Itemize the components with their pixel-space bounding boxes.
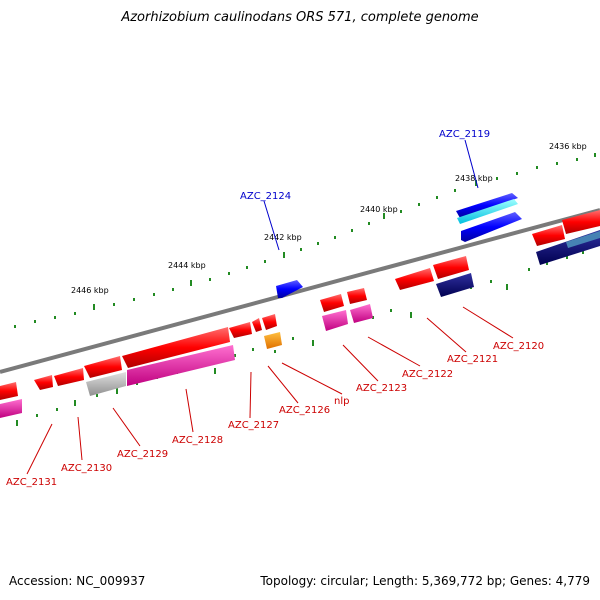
gene-right-steel <box>566 231 600 248</box>
gene-azc-2121 <box>395 268 434 290</box>
gene-azc-2120-navy <box>436 273 474 297</box>
label-azc-2127[interactable]: AZC_2127 <box>228 420 279 431</box>
gene-nlp-red-b <box>262 314 277 330</box>
label-azc-2128[interactable]: AZC_2128 <box>172 435 223 446</box>
gene-azc-2129-gray <box>86 372 126 396</box>
gene-azc-2119-top <box>456 193 518 218</box>
tick-label-2436: 2436 kbp <box>549 142 587 151</box>
tick-label-2446: 2446 kbp <box>71 286 109 295</box>
gene-azc-2131-lower <box>0 399 22 418</box>
gene-azc-2119-cyan <box>457 199 518 224</box>
reverse-genes[interactable] <box>0 210 600 418</box>
reverse-labels <box>26 306 514 475</box>
gene-right-red-a <box>532 225 565 246</box>
genome-backbone <box>0 208 600 374</box>
genome-summary-text: Topology: circular; Length: 5,369,772 bp… <box>260 574 590 588</box>
gene-nlp-orange <box>264 332 282 349</box>
gene-right-red-b <box>562 210 600 234</box>
tick-label-2444: 2444 kbp <box>168 261 206 270</box>
forward-genes[interactable] <box>276 193 522 298</box>
tick-label-2438: 2438 kbp <box>455 174 493 183</box>
label-azc-2121[interactable]: AZC_2121 <box>447 354 498 365</box>
gene-azc-2128-pink <box>127 345 235 386</box>
label-azc-2124[interactable]: AZC_2124 <box>240 191 291 202</box>
gene-azc-2122-pink <box>350 304 373 323</box>
gene-azc-2126-red <box>229 322 252 338</box>
label-nlp[interactable]: nlp <box>334 396 349 407</box>
label-azc-2131[interactable]: AZC_2131 <box>6 477 57 488</box>
accession-text: Accession: NC_009937 <box>9 574 146 588</box>
inner-tick-ring <box>16 248 584 426</box>
label-azc-2119[interactable]: AZC_2119 <box>439 129 490 140</box>
tick-label-2440: 2440 kbp <box>360 205 398 214</box>
label-azc-2126[interactable]: AZC_2126 <box>279 405 330 416</box>
gene-azc-2122-red <box>347 288 367 304</box>
tick-label-2442: 2442 kbp <box>264 233 302 242</box>
gene-nlp-red-a <box>252 318 262 332</box>
gene-azc-2129 <box>54 368 84 386</box>
gene-azc-2123-red <box>320 294 344 312</box>
forward-labels <box>263 139 479 251</box>
gene-azc-2131 <box>0 382 18 400</box>
label-azc-2129[interactable]: AZC_2129 <box>117 449 168 460</box>
gene-azc-2124 <box>276 280 303 298</box>
tick-ring <box>14 153 596 328</box>
gene-azc-2123-pink <box>322 310 348 331</box>
gene-azc-2120-red <box>433 256 469 279</box>
label-azc-2123[interactable]: AZC_2123 <box>356 383 407 394</box>
label-azc-2122[interactable]: AZC_2122 <box>402 369 453 380</box>
label-azc-2120[interactable]: AZC_2120 <box>493 341 544 352</box>
gene-azc-2130 <box>34 375 53 390</box>
gene-azc-2119-bottom <box>461 212 522 242</box>
gene-azc-2128-red <box>84 356 122 378</box>
gene-azc-2127-red <box>122 327 230 368</box>
map-title: Azorhizobium caulinodans ORS 571, comple… <box>121 10 479 25</box>
label-azc-2130[interactable]: AZC_2130 <box>61 463 112 474</box>
